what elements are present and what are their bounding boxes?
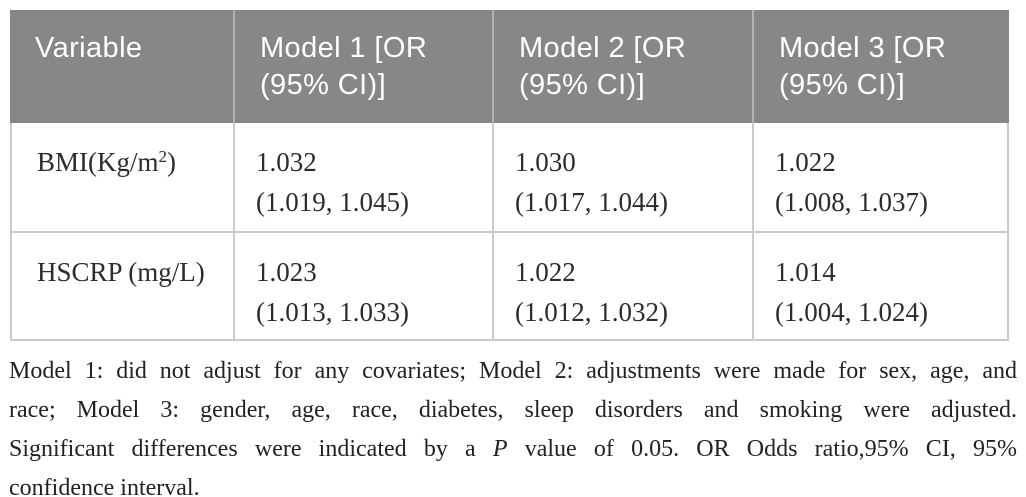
ci-value: (1.008, 1.037) <box>775 187 928 217</box>
ci-value: (1.013, 1.033) <box>256 297 409 327</box>
table-row-bmi: BMI(Kg/m2) 1.032 (1.019, 1.045) 1.030 (1… <box>12 123 1007 231</box>
row-label-bmi: BMI(Kg/m2) <box>12 123 233 231</box>
odds-ratio-table: Variable Model 1 [OR (95% CI)] Model 2 [… <box>10 10 1009 341</box>
footnote-line-3: Significant differences were indicated b… <box>9 436 1017 462</box>
row-label-bmi-superscript: 2 <box>158 147 168 166</box>
ci-value: (1.019, 1.045) <box>256 187 409 217</box>
table-row-hscrp: HSCRP (mg/L) 1.023 (1.013, 1.033) 1.022 … <box>12 231 1007 339</box>
cell-hscrp-model2: 1.022 (1.012, 1.032) <box>492 233 752 339</box>
header-cell-model1: Model 1 [OR (95% CI)] <box>233 10 492 123</box>
or-value: 1.022 <box>515 257 576 287</box>
ci-value: (1.017, 1.044) <box>515 187 668 217</box>
ci-value: (1.004, 1.024) <box>775 297 928 327</box>
or-value: 1.023 <box>256 257 317 287</box>
table-footnote: Model 1: did not adjust for any covariat… <box>9 352 1017 497</box>
ci-value: (1.012, 1.032) <box>515 297 668 327</box>
cell-hscrp-model3: 1.014 (1.004, 1.024) <box>752 233 1007 339</box>
or-value: 1.022 <box>775 147 836 177</box>
footnote-line-4: confidence interval. <box>9 475 200 497</box>
footnote-line-2: race; Model 3: gender, age, race, diabet… <box>9 397 1017 423</box>
row-label-hscrp: HSCRP (mg/L) <box>12 233 233 339</box>
table-body: BMI(Kg/m2) 1.032 (1.019, 1.045) 1.030 (1… <box>10 123 1009 341</box>
header-cell-model2: Model 2 [OR (95% CI)] <box>492 10 752 123</box>
row-label-bmi-text: BMI(Kg/m <box>37 147 159 177</box>
cell-bmi-model2: 1.030 (1.017, 1.044) <box>492 123 752 231</box>
cell-bmi-model1: 1.032 (1.019, 1.045) <box>233 123 492 231</box>
header-cell-variable: Variable <box>35 32 143 64</box>
header-cell-model3: Model 3 [OR (95% CI)] <box>752 10 1009 123</box>
row-label-bmi-close: ) <box>167 147 176 177</box>
or-value: 1.030 <box>515 147 576 177</box>
or-value: 1.014 <box>775 257 836 287</box>
row-label-hscrp-text: HSCRP (mg/L) <box>37 257 205 287</box>
cell-hscrp-model1: 1.023 (1.013, 1.033) <box>233 233 492 339</box>
or-value: 1.032 <box>256 147 317 177</box>
footnote-italic-p: P <box>492 436 508 462</box>
footnote-line-1: Model 1: did not adjust for any covariat… <box>9 358 1017 384</box>
table-header-row: Variable Model 1 [OR (95% CI)] Model 2 [… <box>10 10 1009 123</box>
cell-bmi-model3: 1.022 (1.008, 1.037) <box>752 123 1007 231</box>
